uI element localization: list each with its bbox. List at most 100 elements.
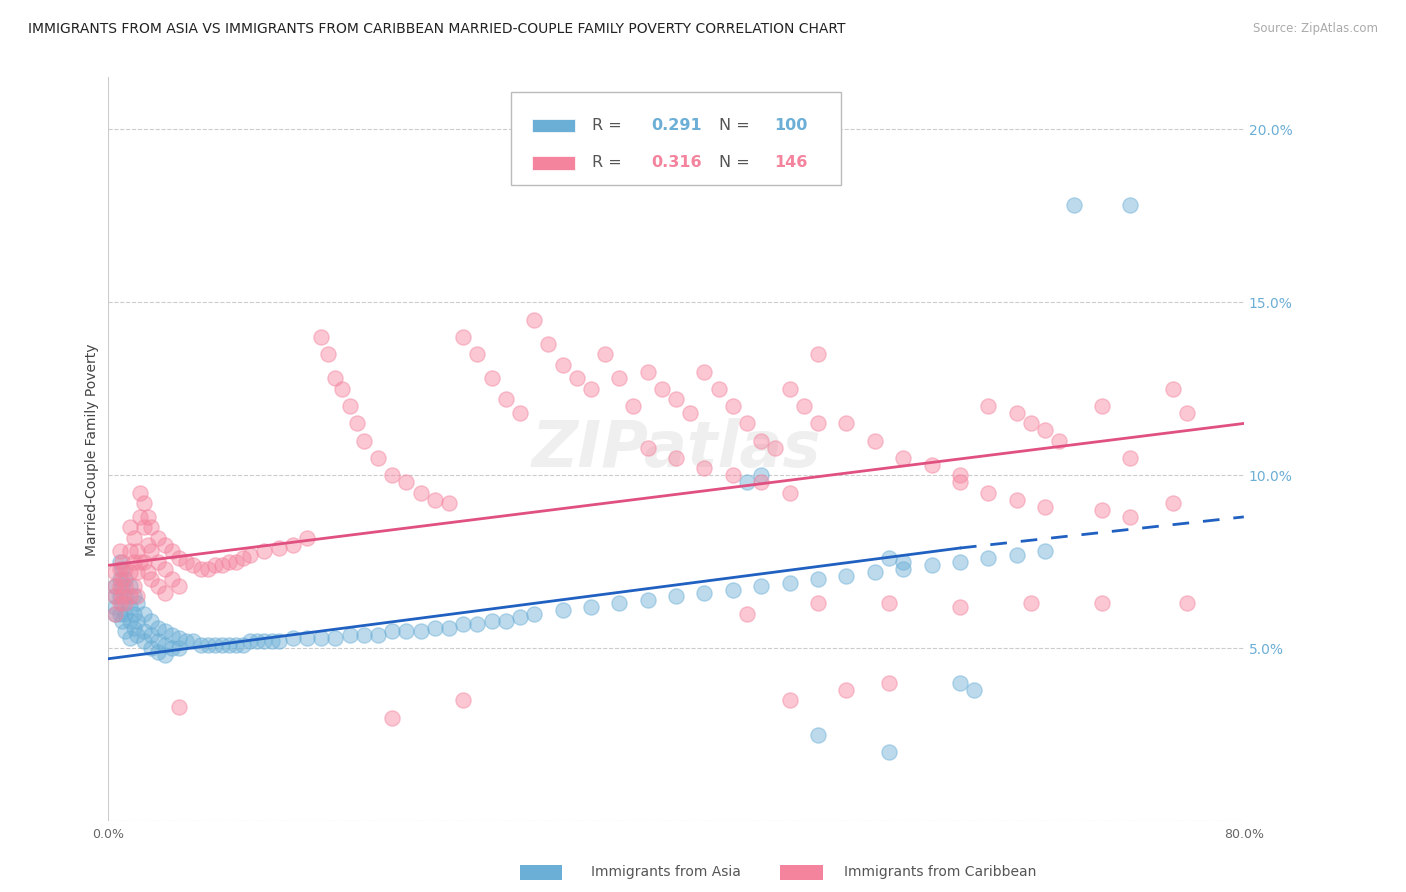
- Point: [1119, 509, 1142, 524]
- Point: [1161, 382, 1184, 396]
- Point: [807, 596, 830, 610]
- Point: [132, 607, 155, 621]
- Text: IMMIGRANTS FROM ASIA VS IMMIGRANTS FROM CARIBBEAN MARRIED-COUPLE FAMILY POVERTY : IMMIGRANTS FROM ASIA VS IMMIGRANTS FROM …: [28, 22, 845, 37]
- Point: [977, 485, 1000, 500]
- Point: [949, 599, 972, 614]
- Point: [735, 475, 758, 490]
- Point: [693, 461, 716, 475]
- Point: [509, 406, 531, 420]
- Point: [104, 579, 127, 593]
- Point: [1005, 406, 1028, 420]
- Point: [167, 631, 190, 645]
- Point: [114, 572, 136, 586]
- Point: [114, 562, 136, 576]
- Point: [118, 566, 141, 580]
- Point: [111, 590, 134, 604]
- Point: [139, 544, 162, 558]
- Point: [176, 634, 198, 648]
- Text: Immigrants from Caribbean: Immigrants from Caribbean: [844, 865, 1036, 880]
- Point: [232, 551, 254, 566]
- Point: [367, 627, 389, 641]
- Point: [153, 624, 176, 638]
- Point: [281, 537, 304, 551]
- Point: [160, 572, 183, 586]
- Point: [239, 548, 262, 562]
- Text: R =: R =: [592, 119, 627, 133]
- Point: [891, 562, 914, 576]
- Text: R =: R =: [592, 155, 627, 170]
- Point: [128, 485, 150, 500]
- Point: [423, 492, 446, 507]
- Point: [281, 631, 304, 645]
- Point: [118, 544, 141, 558]
- Y-axis label: Married-Couple Family Poverty: Married-Couple Family Poverty: [86, 343, 100, 556]
- Point: [465, 617, 488, 632]
- Point: [395, 624, 418, 638]
- Point: [139, 627, 162, 641]
- Point: [111, 562, 134, 576]
- Point: [190, 562, 212, 576]
- Point: [153, 537, 176, 551]
- Point: [108, 544, 131, 558]
- Point: [679, 406, 702, 420]
- Point: [122, 579, 145, 593]
- Point: [325, 371, 347, 385]
- Point: [197, 562, 219, 576]
- Point: [637, 441, 659, 455]
- Point: [218, 555, 240, 569]
- Point: [807, 347, 830, 361]
- Point: [835, 682, 858, 697]
- Point: [146, 579, 169, 593]
- Point: [481, 371, 503, 385]
- Point: [108, 579, 131, 593]
- Point: [523, 607, 546, 621]
- Text: Source: ZipAtlas.com: Source: ZipAtlas.com: [1253, 22, 1378, 36]
- Point: [204, 638, 226, 652]
- Point: [114, 607, 136, 621]
- Point: [260, 634, 283, 648]
- Point: [877, 676, 900, 690]
- Point: [325, 631, 347, 645]
- Point: [108, 572, 131, 586]
- Point: [835, 568, 858, 582]
- Point: [104, 607, 127, 621]
- Point: [807, 417, 830, 431]
- Point: [963, 682, 986, 697]
- Point: [835, 417, 858, 431]
- Point: [367, 451, 389, 466]
- Point: [122, 531, 145, 545]
- Point: [1033, 544, 1056, 558]
- Point: [779, 382, 801, 396]
- Point: [125, 596, 148, 610]
- Point: [122, 621, 145, 635]
- Point: [136, 509, 159, 524]
- Point: [136, 566, 159, 580]
- Point: [949, 475, 972, 490]
- Point: [295, 531, 318, 545]
- Point: [132, 496, 155, 510]
- Point: [481, 614, 503, 628]
- Point: [295, 631, 318, 645]
- Point: [108, 555, 131, 569]
- Point: [537, 337, 560, 351]
- Point: [1005, 492, 1028, 507]
- Point: [167, 579, 190, 593]
- Point: [176, 555, 198, 569]
- Point: [104, 566, 127, 580]
- Point: [765, 441, 787, 455]
- Point: [409, 624, 432, 638]
- Point: [153, 638, 176, 652]
- Point: [114, 596, 136, 610]
- Point: [246, 634, 269, 648]
- Point: [1119, 451, 1142, 466]
- Point: [607, 371, 630, 385]
- Text: Immigrants from Asia: Immigrants from Asia: [591, 865, 741, 880]
- Point: [949, 676, 972, 690]
- Point: [749, 579, 772, 593]
- Point: [125, 566, 148, 580]
- Point: [253, 544, 276, 558]
- Point: [108, 607, 131, 621]
- Point: [132, 624, 155, 638]
- Point: [139, 572, 162, 586]
- Point: [1019, 596, 1042, 610]
